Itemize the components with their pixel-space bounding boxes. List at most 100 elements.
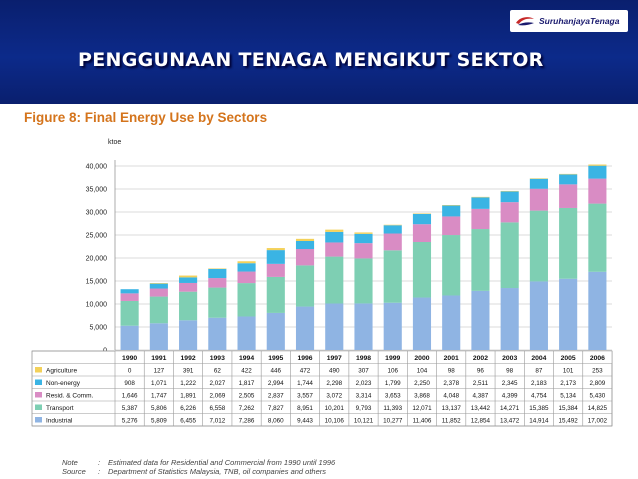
x-tick-label: 1992 <box>181 355 196 362</box>
bar-resid-comm <box>325 242 344 257</box>
source-key: Source <box>62 467 86 476</box>
data-label: 2,511 <box>473 380 489 387</box>
y-tick-label: 40,000 <box>86 164 108 171</box>
data-label: 13,472 <box>500 418 520 425</box>
data-label: 4,387 <box>473 393 489 400</box>
bar-industrial <box>208 317 227 350</box>
legend-label-resid-comm: Resid. & Comm. <box>46 393 94 400</box>
bar-transport <box>179 291 198 321</box>
bar-resid-comm <box>412 224 432 243</box>
data-label: 2,183 <box>531 380 547 387</box>
bar-transport <box>149 296 168 324</box>
data-label: 17,002 <box>588 418 608 425</box>
data-label: 1,891 <box>180 393 196 400</box>
bar-resid-comm <box>500 202 519 223</box>
bar-agriculture <box>412 213 432 214</box>
data-label: 14,825 <box>588 405 608 412</box>
data-label: 2,378 <box>443 380 459 387</box>
data-label: 6,226 <box>180 405 196 412</box>
data-label: 2,837 <box>268 393 284 400</box>
bar-resid-comm <box>295 249 315 266</box>
bar-agriculture <box>500 190 519 192</box>
data-label: 5,430 <box>589 393 605 400</box>
x-tick-label: 1994 <box>239 355 254 362</box>
data-label: 2,298 <box>326 380 342 387</box>
data-label: 2,250 <box>414 380 430 387</box>
stacked-bar-chart: ktoe 0 5,000 10,000 15,000 20,000 25,000 30,000… <box>31 139 613 427</box>
figure-title: Figure 8: Final Energy Use by Sectors <box>24 110 268 125</box>
bar-resid-comm <box>471 208 490 230</box>
y-tick-label: 20,000 <box>86 256 108 263</box>
bar-transport <box>588 203 607 272</box>
bar-industrial <box>412 297 432 350</box>
slide-header: SuruhanjayaTenaga PENGGUNAAN TENAGA MENG… <box>0 0 638 104</box>
data-label: 10,121 <box>354 418 374 425</box>
bar-resid-comm <box>383 233 402 251</box>
data-label: 2,023 <box>356 380 372 387</box>
bar-resid-comm <box>588 178 607 204</box>
bar-non-energy <box>295 241 315 250</box>
bar-resid-comm <box>237 271 256 284</box>
legend-label-industrial: Industrial <box>46 418 73 425</box>
legend-swatch-resid-comm <box>35 392 42 398</box>
bar-industrial <box>295 306 315 350</box>
data-label: 13,442 <box>471 405 491 412</box>
logo-text: SuruhanjayaTenaga <box>539 16 620 26</box>
bar-transport <box>559 207 578 279</box>
data-label: 10,201 <box>325 405 345 412</box>
data-label: 2,994 <box>268 380 284 387</box>
data-label: 3,653 <box>385 393 401 400</box>
data-label: 4,399 <box>502 393 518 400</box>
x-tick-label: 1998 <box>356 355 371 362</box>
bar-non-energy <box>266 250 285 264</box>
data-label: 5,134 <box>560 393 576 400</box>
y-tick-label: 25,000 <box>86 233 108 240</box>
bar-transport <box>237 283 256 317</box>
data-label: 3,072 <box>326 393 342 400</box>
bar-agriculture <box>529 178 548 179</box>
data-label: 391 <box>183 368 194 375</box>
x-tick-label: 1995 <box>268 355 283 362</box>
bar-transport <box>471 229 490 291</box>
x-tick-label: 2001 <box>444 355 459 362</box>
bar-agriculture <box>149 283 168 284</box>
data-label: 1,744 <box>297 380 313 387</box>
bar-resid-comm <box>529 188 548 211</box>
data-label: 14,914 <box>529 418 549 425</box>
bar-resid-comm <box>354 243 373 259</box>
bar-industrial <box>266 312 285 350</box>
data-label: 1,799 <box>385 380 401 387</box>
bar-non-energy <box>500 191 519 203</box>
y-tick-label: 30,000 <box>86 210 108 217</box>
data-label: 101 <box>563 368 574 375</box>
data-label: 4,754 <box>531 393 547 400</box>
data-label: 104 <box>417 368 428 375</box>
year-header-row <box>115 351 612 364</box>
data-label: 62 <box>214 368 222 375</box>
bar-industrial <box>559 278 578 350</box>
source-row: Source: Department of Statistics Malaysi… <box>62 467 327 476</box>
source-text: Department of Statistics Malaysia, TNB, … <box>108 467 327 476</box>
data-label: 3,868 <box>414 393 430 400</box>
bar-resid-comm <box>442 216 461 236</box>
data-label: 7,827 <box>268 405 284 412</box>
bar-agriculture <box>266 248 285 251</box>
data-label: 3,314 <box>356 393 372 400</box>
bar-agriculture <box>559 173 578 175</box>
bar-industrial <box>383 302 402 350</box>
bar-industrial <box>237 316 256 350</box>
data-label: 106 <box>387 368 398 375</box>
data-label: 1,071 <box>151 380 167 387</box>
bar-industrial <box>325 303 344 350</box>
x-tick-label: 1997 <box>327 355 342 362</box>
bar-industrial <box>500 288 519 350</box>
bar-industrial <box>120 325 139 350</box>
data-label: 5,806 <box>151 405 167 412</box>
data-label: 6,455 <box>180 418 196 425</box>
data-label: 12,071 <box>412 405 432 412</box>
data-label: 2,069 <box>209 393 225 400</box>
x-tick-label: 1990 <box>122 355 137 362</box>
x-tick-label: 2000 <box>414 355 429 362</box>
data-label: 11,406 <box>413 418 432 425</box>
data-label: 2,173 <box>560 380 576 387</box>
